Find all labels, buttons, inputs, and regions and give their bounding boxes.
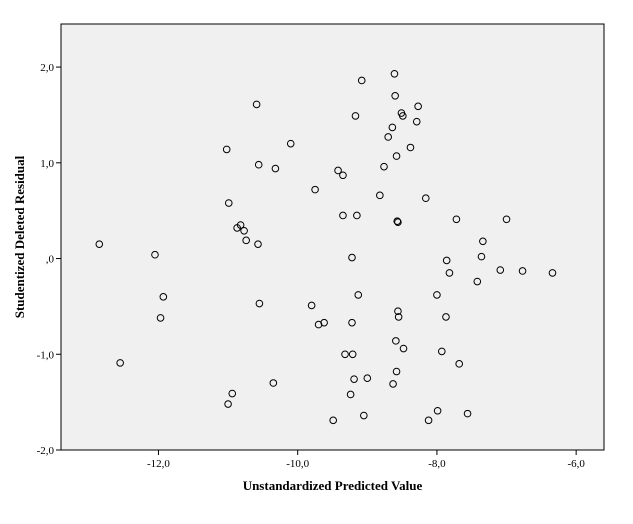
data-point [442,256,451,265]
data-point [228,389,237,398]
data-point [394,307,402,315]
data-point [360,411,368,420]
data-point [463,409,472,418]
data-point [380,162,388,171]
data-point [455,360,464,368]
data-point [252,100,261,109]
data-point [473,277,482,286]
data-point [311,185,319,194]
data-point [240,226,248,235]
data-point [307,301,316,310]
data-point [392,337,400,345]
data-point [348,253,356,262]
data-point [392,152,401,160]
data-point [437,347,446,356]
data-point [414,102,422,111]
data-point [442,313,450,321]
data-point [254,240,262,248]
data-point [339,211,347,220]
data-point [222,145,231,154]
data-point [334,166,342,175]
data-point [156,314,165,322]
data-point [496,266,505,274]
data-point [269,379,278,387]
data-point [518,267,527,275]
data-point [406,143,415,152]
y-tick-label: -2,0 [37,445,55,457]
data-point [433,291,441,299]
data-point [412,117,421,126]
data-point [339,171,347,180]
data-point [95,240,104,248]
data-point [224,400,232,408]
data-point [390,69,399,78]
data-point [242,236,250,245]
data-point [394,313,403,321]
y-axis: -2,0 -1,0 ,0 1,0 2,0 [37,62,61,457]
data-point [350,375,358,383]
data-point [320,318,328,327]
data-point [116,359,124,367]
y-tick-label: 1,0 [40,158,54,170]
data-point [433,406,442,415]
data-point [502,215,511,224]
data-point [393,217,402,226]
data-point [348,318,356,327]
y-tick-label: 2,0 [40,62,54,74]
data-point [357,76,366,85]
data-point [341,350,349,359]
x-tick-label: -10,0 [286,458,309,470]
data-point [548,269,557,277]
data-point [388,123,397,132]
data-point [151,250,159,259]
data-point [392,367,401,376]
data-point [159,293,168,301]
data-point [354,291,363,299]
data-points [95,69,557,425]
x-axis: -12,0 -10,0 -8,0 -6,0 [147,450,585,470]
data-point [236,221,245,229]
x-axis-title: Unstandardized Predicted Value [243,478,423,493]
data-point [353,211,361,220]
data-point [254,160,263,169]
data-point [329,416,337,425]
data-point [399,344,408,353]
data-point [391,91,399,100]
data-point [348,350,357,359]
y-tick-label: ,0 [46,254,55,266]
data-point [399,112,407,120]
plot-area [60,23,605,451]
x-tick-label: -8,0 [428,458,446,470]
x-tick-label: -6,0 [567,458,585,470]
data-point [286,139,295,148]
data-point [421,194,430,203]
data-point [255,299,264,308]
data-point [384,133,392,141]
data-point [389,380,397,388]
data-point [424,416,433,425]
data-point [477,252,486,261]
data-point [363,374,372,383]
x-tick-label: -12,0 [147,458,170,470]
data-point [271,164,280,173]
data-point [376,191,384,200]
data-point [479,237,487,246]
data-point [346,390,355,399]
data-point [394,218,402,226]
data-point [452,215,461,224]
data-point [351,112,360,120]
y-tick-label: -1,0 [37,349,55,361]
data-point [445,269,454,277]
data-point [224,199,233,207]
y-axis-title: Studentized Deleted Residual [12,155,27,318]
